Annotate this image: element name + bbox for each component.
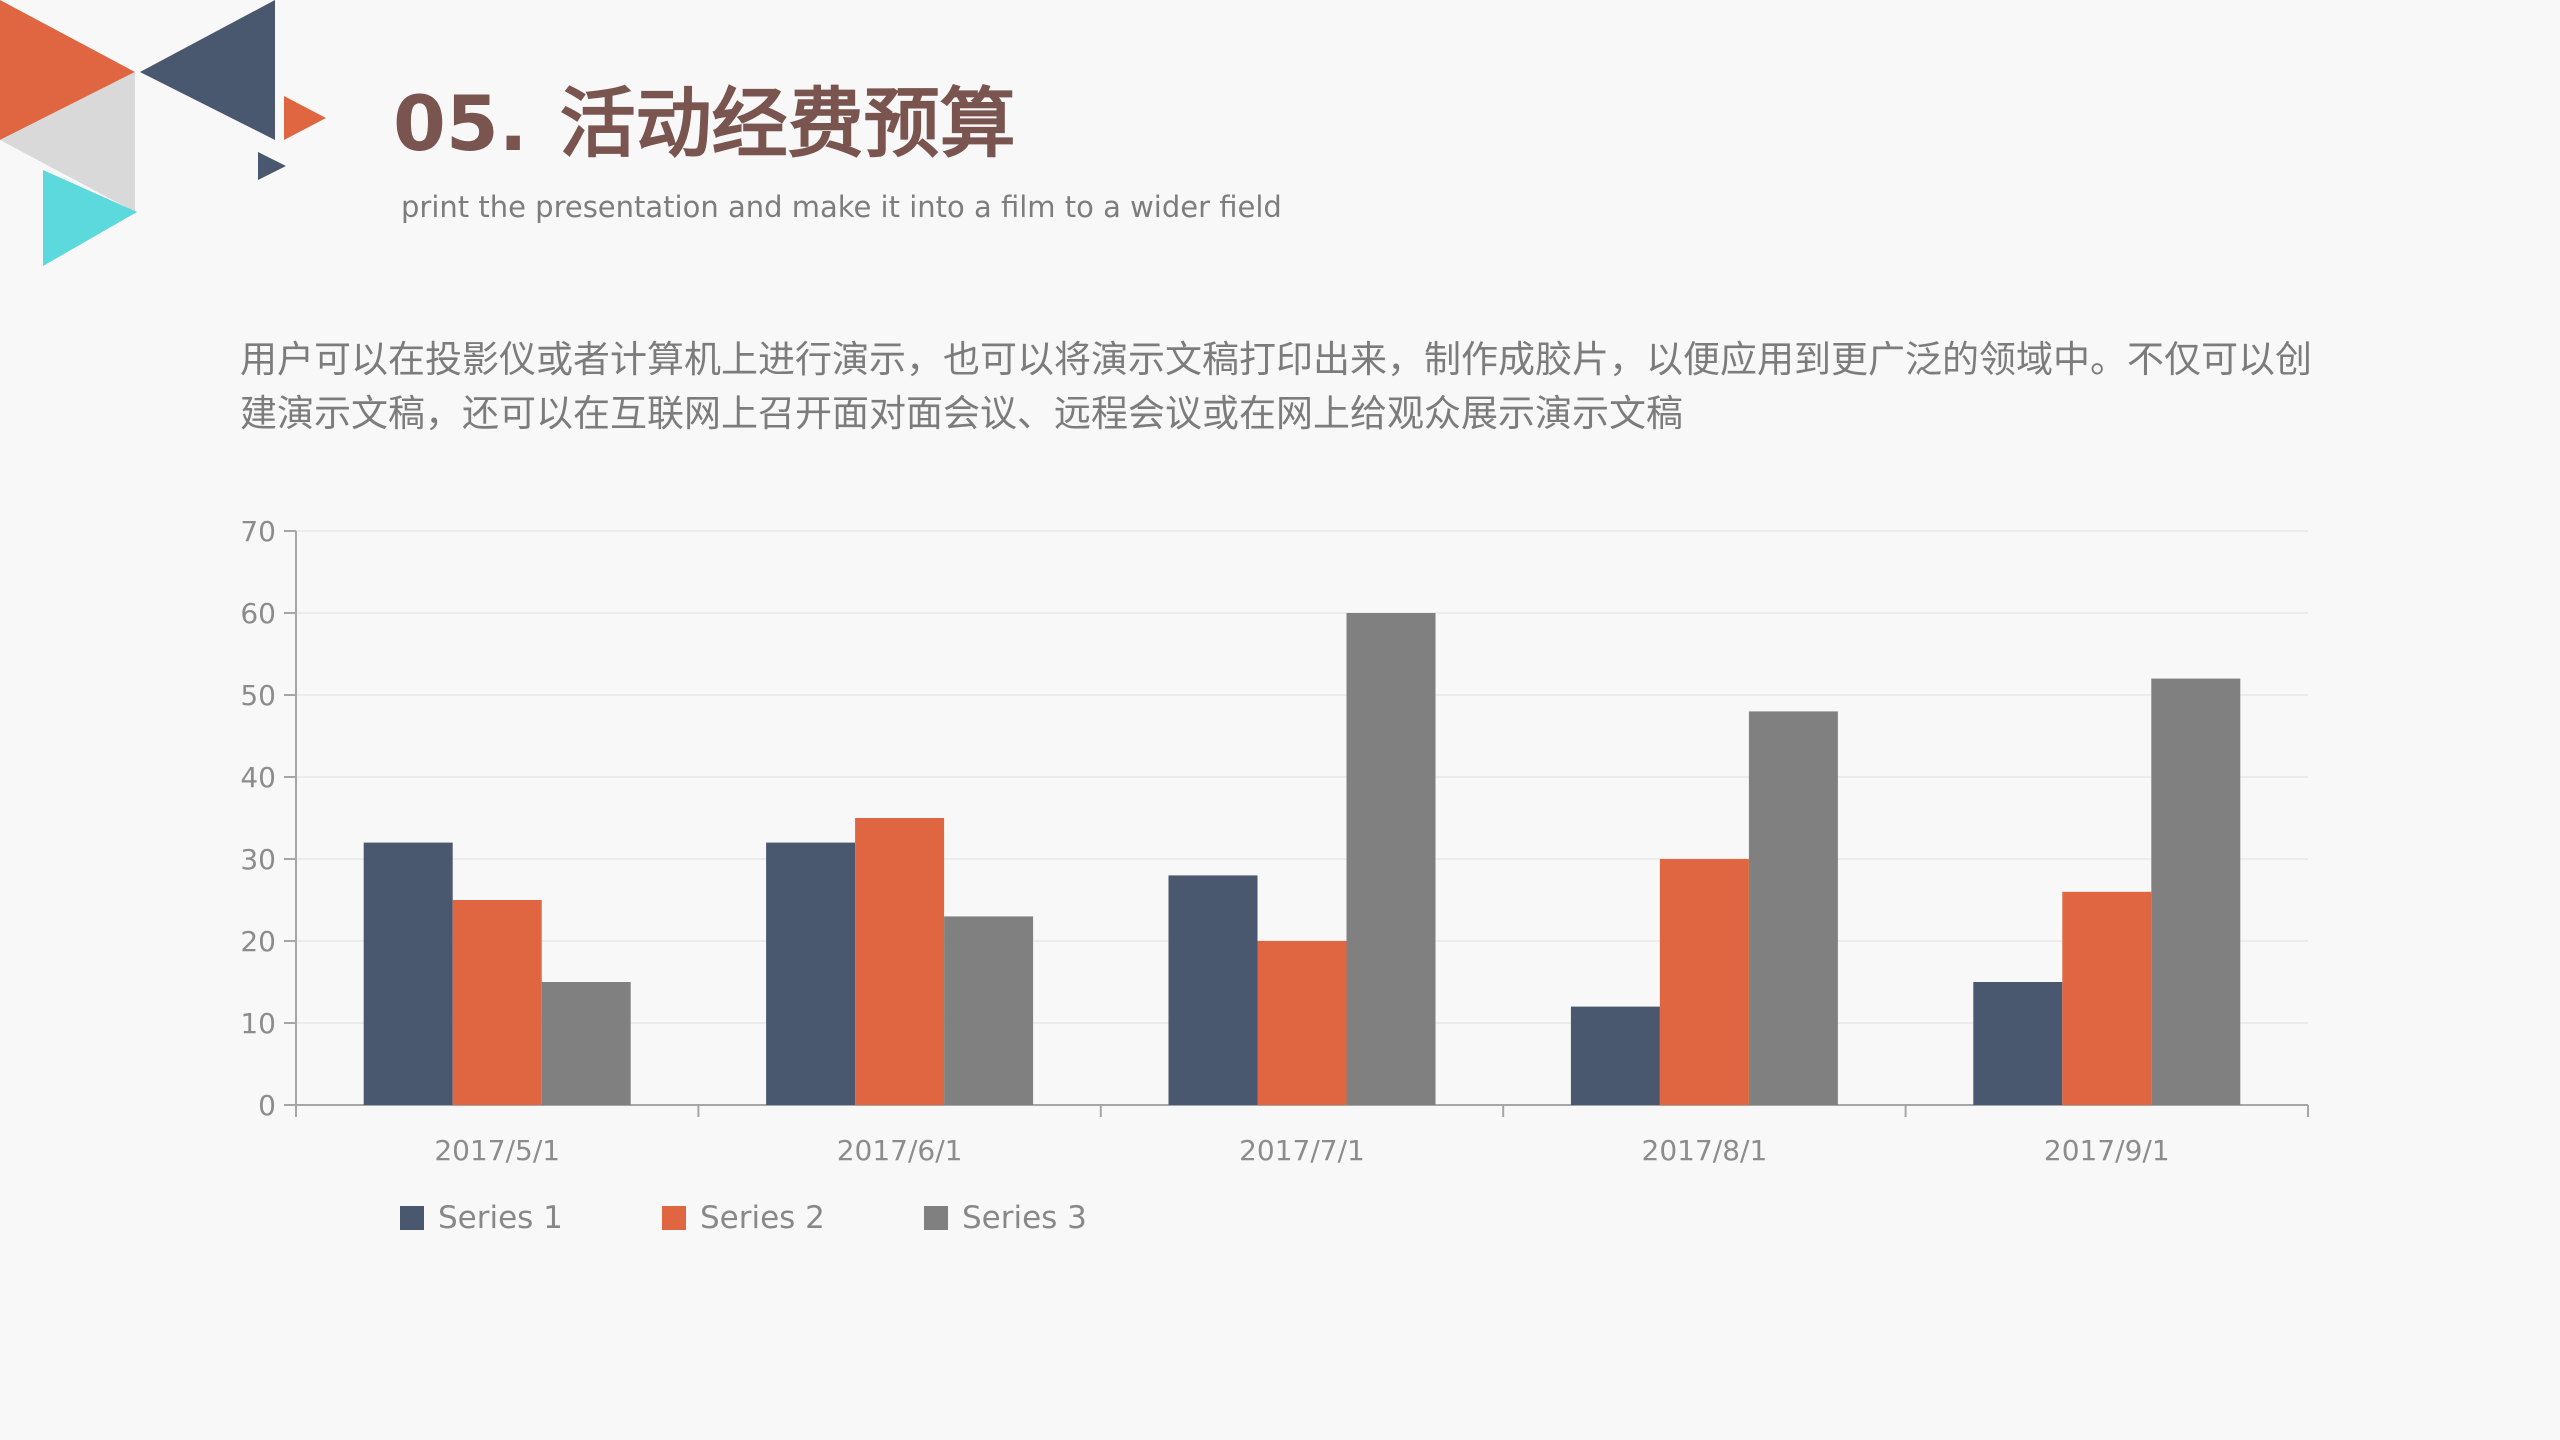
y-tick-label: 40 [240,761,276,794]
legend-item-series2: Series 2 [662,1200,924,1236]
decorative-triangles [0,0,326,266]
orange-triangle-large [0,0,135,140]
x-tick-label: 2017/9/1 [2044,1134,2170,1167]
legend-label: Series 1 [438,1200,563,1236]
x-tick-label: 2017/5/1 [434,1134,560,1167]
orange-triangle-small [284,96,326,140]
cyan-triangle [43,170,137,266]
grey-triangle [0,72,135,212]
legend-item-series1: Series 1 [400,1200,662,1236]
bar-series3-1 [944,916,1034,1105]
bar-series2-2 [1257,941,1347,1105]
bar-series2-3 [1659,859,1749,1105]
bar-series1-3 [1570,1006,1660,1105]
chart-legend: Series 1 Series 2 Series 3 [400,1200,1186,1236]
bar-series1-0 [363,842,453,1105]
navy-triangle-small [258,152,286,180]
y-tick-label: 50 [240,679,276,712]
y-tick-label: 60 [240,597,276,630]
bar-series3-0 [541,982,631,1105]
bar-series3-3 [1748,711,1838,1105]
section-title: 活动经费预算 [559,79,1016,168]
page-subtitle: print the presentation and make it into … [401,190,1282,224]
section-number: 05. [393,79,528,168]
y-tick-label: 70 [240,515,276,548]
x-tick-label: 2017/7/1 [1239,1134,1365,1167]
x-tick-label: 2017/6/1 [837,1134,963,1167]
legend-label: Series 3 [962,1200,1087,1236]
page-title: 05. 活动经费预算 [393,86,1016,162]
y-tick-label: 20 [240,925,276,958]
y-tick-label: 30 [240,843,276,876]
x-tick-label: 2017/8/1 [1642,1134,1768,1167]
bar-series2-1 [855,818,945,1105]
legend-swatch [400,1206,424,1230]
legend-swatch [662,1206,686,1230]
legend-item-series3: Series 3 [924,1200,1186,1236]
bar-series1-2 [1168,875,1258,1105]
legend-label: Series 2 [700,1200,825,1236]
bar-series1-1 [766,842,856,1105]
bar-series2-4 [2062,891,2152,1105]
description-paragraph: 用户可以在投影仪或者计算机上进行演示，也可以将演示文稿打印出来，制作成胶片，以便… [240,338,2312,435]
y-tick-label: 10 [240,1007,276,1040]
bar-series2-0 [452,900,542,1105]
navy-triangle-large [140,0,275,140]
legend-swatch [924,1206,948,1230]
bar-series3-2 [1346,613,1436,1105]
bar-series1-4 [1973,982,2063,1105]
bar-series3-4 [2151,678,2241,1105]
y-tick-label: 0 [258,1089,276,1122]
